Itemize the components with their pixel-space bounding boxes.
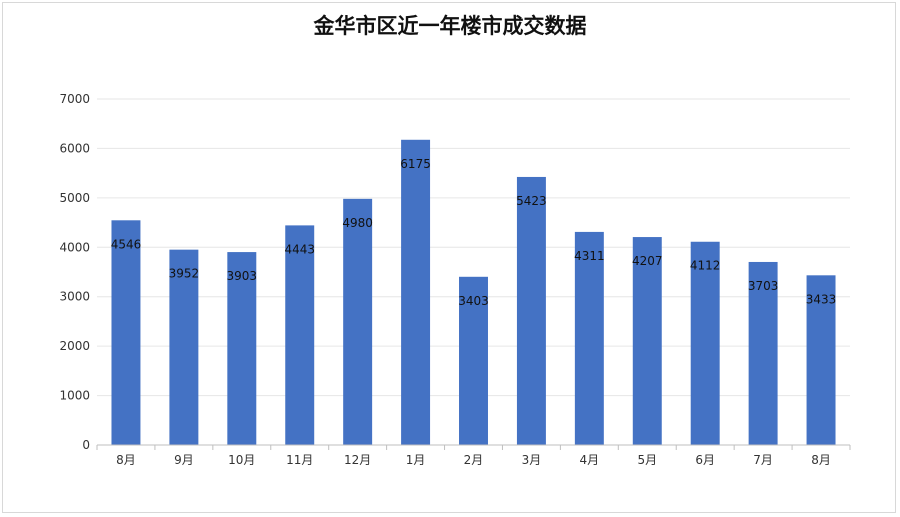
bar-value-label: 3433 bbox=[806, 292, 837, 306]
bar bbox=[574, 231, 604, 445]
data-labels: 4546 3952 3903 4443 4980 6175 3403 5423 4311 4207… bbox=[111, 157, 837, 308]
bar bbox=[690, 241, 720, 445]
bar bbox=[748, 261, 778, 445]
y-tick-label: 6000 bbox=[59, 141, 90, 155]
x-tick-label: 3月 bbox=[522, 453, 542, 467]
x-tick-label: 2月 bbox=[464, 453, 484, 467]
bar-value-label: 3703 bbox=[748, 279, 779, 293]
y-tick-label: 5000 bbox=[59, 191, 90, 205]
bar bbox=[806, 275, 836, 445]
chart-title: 金华市区近一年楼市成交数据 bbox=[313, 14, 587, 38]
bar-value-label: 5423 bbox=[516, 194, 547, 208]
y-tick-label: 0 bbox=[82, 438, 90, 452]
bar-value-label: 3903 bbox=[227, 269, 258, 283]
bars bbox=[111, 139, 836, 445]
x-tick-label: 12月 bbox=[344, 453, 371, 467]
x-tick-label: 9月 bbox=[174, 453, 194, 467]
x-tick-label: 7月 bbox=[753, 453, 773, 467]
bar bbox=[285, 225, 315, 445]
x-tick-label: 11月 bbox=[286, 453, 313, 467]
bar-value-label: 4112 bbox=[690, 259, 721, 273]
bar bbox=[401, 139, 431, 445]
y-axis-ticks: 0 1000 2000 3000 4000 5000 6000 7000 bbox=[59, 92, 90, 452]
bar-value-label: 3403 bbox=[458, 294, 489, 308]
x-tick-label: 1月 bbox=[406, 453, 426, 467]
x-tick-label: 5月 bbox=[637, 453, 657, 467]
y-tick-label: 3000 bbox=[59, 290, 90, 304]
bar bbox=[227, 252, 257, 445]
bar-value-label: 4443 bbox=[284, 242, 315, 256]
bar bbox=[169, 249, 199, 445]
y-tick-label: 1000 bbox=[59, 389, 90, 403]
x-tick-label: 8月 bbox=[811, 453, 831, 467]
bar-value-label: 4207 bbox=[632, 254, 663, 268]
bar bbox=[459, 276, 488, 445]
y-tick-label: 4000 bbox=[59, 240, 90, 254]
bar-value-label: 6175 bbox=[400, 157, 431, 171]
y-tick-label: 2000 bbox=[59, 339, 90, 353]
x-tick-label: 6月 bbox=[695, 453, 715, 467]
y-tick-label: 7000 bbox=[59, 92, 90, 106]
x-tick-label: 10月 bbox=[228, 453, 255, 467]
x-tick-label: 4月 bbox=[580, 453, 600, 467]
bar bbox=[516, 176, 546, 445]
x-tick-label: 8月 bbox=[116, 453, 136, 467]
bar-value-label: 4980 bbox=[342, 216, 373, 230]
bar bbox=[343, 198, 373, 445]
x-axis-ticks: 8月 9月 10月 11月 12月 1月 2月 3月 4月 5月 6月 7月 8月 bbox=[96, 445, 851, 467]
bar-value-label: 3952 bbox=[169, 267, 200, 281]
gridlines bbox=[97, 98, 850, 397]
bar-value-label: 4546 bbox=[111, 237, 142, 251]
bar bbox=[111, 220, 141, 445]
bar-value-label: 4311 bbox=[574, 249, 605, 263]
bar bbox=[632, 237, 662, 445]
